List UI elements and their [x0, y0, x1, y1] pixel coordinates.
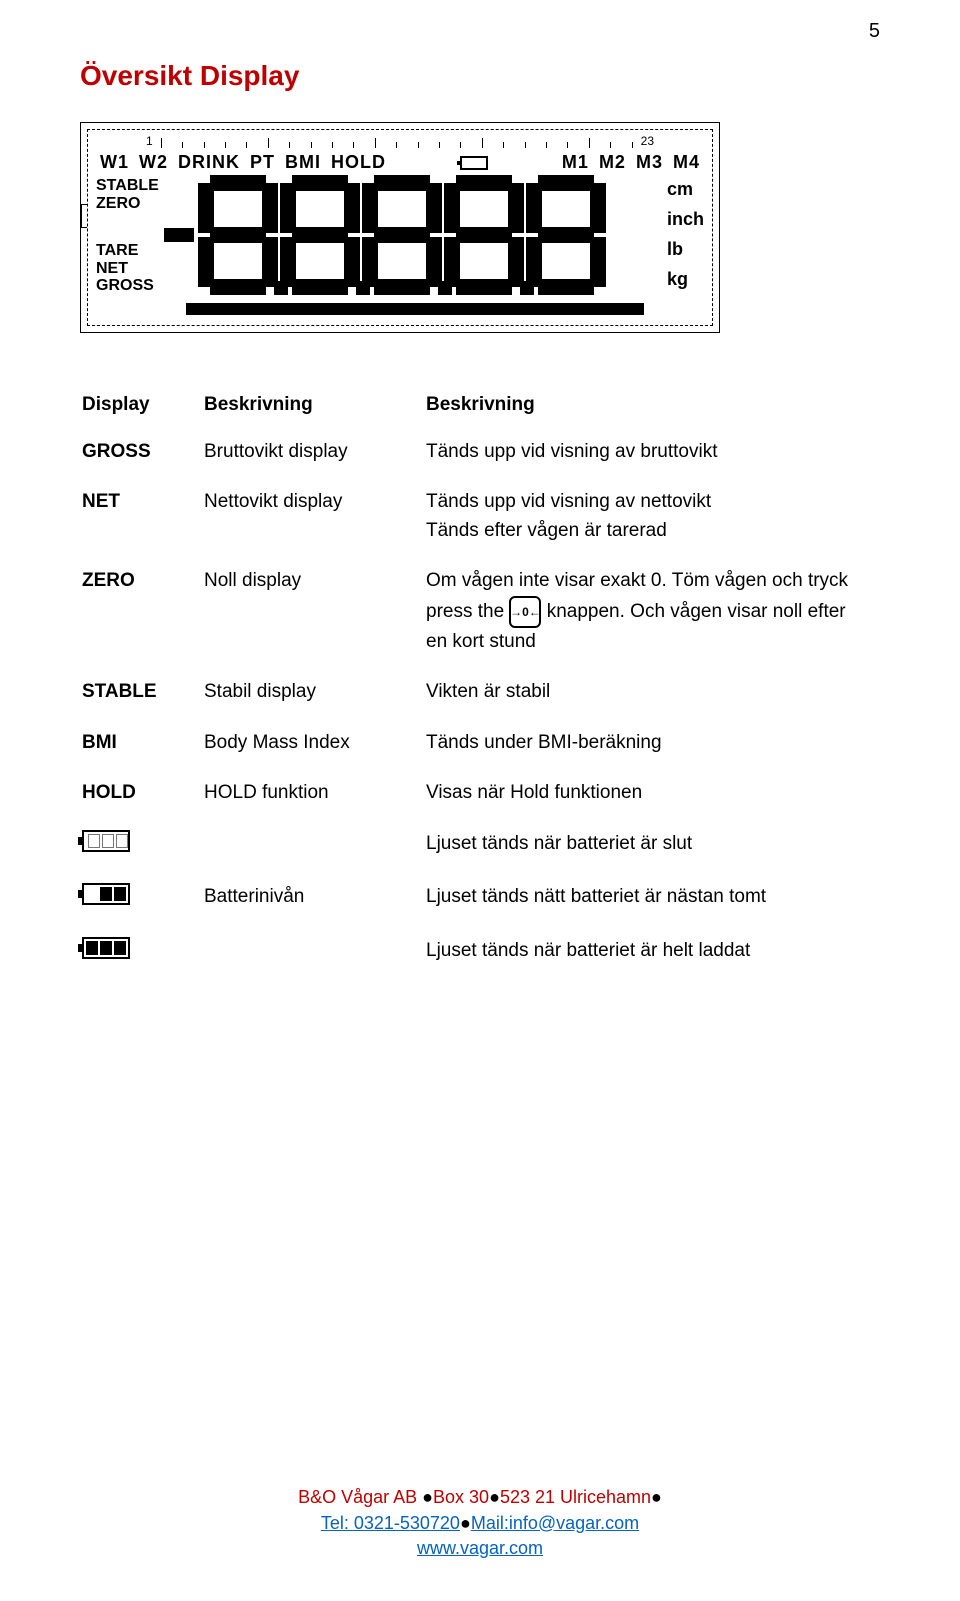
page-number: 5: [869, 20, 880, 43]
battery-half-icon: [82, 873, 202, 925]
row-name: Batterinivån: [204, 873, 424, 925]
header-beskrivning1: Beskrivning: [204, 385, 424, 426]
lcd-ind-m4: M4: [673, 152, 700, 173]
lcd-ind-hold: HOLD: [331, 152, 386, 173]
ruler-start: 1: [146, 134, 153, 148]
footer: B&O Vågar AB ●Box 30●523 21 Ulricehamn● …: [0, 1485, 960, 1561]
row-name: Noll display: [204, 557, 424, 666]
table-header: Display Beskrivning Beskrivning: [82, 385, 878, 426]
row-name: Stabil display: [204, 668, 424, 717]
row-desc: Tänds under BMI-beräkning: [426, 719, 878, 768]
table-row: STABLE Stabil display Vikten är stabil: [82, 668, 878, 717]
row-name: [204, 927, 424, 979]
footer-tel: Tel: 0321-530720: [321, 1513, 460, 1533]
row-key: BMI: [82, 719, 202, 768]
unit-kg: kg: [667, 269, 704, 291]
lcd-top-left: W1 W2 DRINK PT BMI HOLD: [100, 152, 386, 173]
lcd-ind-w1: W1: [100, 152, 129, 173]
row-name: Body Mass Index: [204, 719, 424, 768]
footer-box: Box 30: [433, 1487, 489, 1507]
row-key: NET: [82, 478, 202, 555]
lcd-top-right: M1 M2 M3 M4: [562, 152, 700, 173]
lcd-gross: GROSS: [96, 277, 164, 295]
table-row: Ljuset tänds när batteriet är helt ladda…: [82, 927, 878, 979]
table-row: NET Nettovikt display Tänds upp vid visn…: [82, 478, 878, 555]
row-key: HOLD: [82, 769, 202, 818]
battery-full-icon: [82, 927, 202, 979]
row-desc: Ljuset tänds när batteriet är helt ladda…: [426, 927, 878, 979]
lcd-ind-w2: W2: [139, 152, 168, 173]
row-name: [204, 820, 424, 872]
lcd-display: 1 23 W1 W2 DRINK PT BMI HOLD M1 M: [80, 122, 720, 333]
unit-cm: cm: [667, 179, 704, 201]
page-title: Översikt Display: [80, 60, 880, 92]
table-row: HOLD HOLD funktion Visas när Hold funkti…: [82, 769, 878, 818]
battery-icon: [460, 156, 488, 170]
lcd-notch: [81, 204, 87, 228]
lcd-zero: ZERO: [96, 195, 164, 213]
lcd-digits: [164, 175, 657, 295]
row-desc: Tänds upp vid visning av bruttovikt: [426, 428, 878, 477]
row-name: HOLD funktion: [204, 769, 424, 818]
table-row: Ljuset tänds när batteriet är slut: [82, 820, 878, 872]
lcd-units: cm inch lb kg: [657, 175, 704, 295]
row-key: GROSS: [82, 428, 202, 477]
row-desc: Vikten är stabil: [426, 668, 878, 717]
footer-company: B&O Vågar AB: [298, 1487, 422, 1507]
lcd-ind-m2: M2: [599, 152, 626, 173]
header-display: Display: [82, 385, 202, 426]
footer-web: www.vagar.com: [0, 1536, 960, 1561]
unit-lb: lb: [667, 239, 704, 261]
footer-city: 523 21 Ulricehamn: [500, 1487, 651, 1507]
row-desc: Ljuset tänds när batteriet är slut: [426, 820, 878, 872]
lcd-ind-m1: M1: [562, 152, 589, 173]
battery-empty-icon: [82, 820, 202, 872]
lcd-ind-m3: M3: [636, 152, 663, 173]
header-beskrivning2: Beskrivning: [426, 385, 878, 426]
ruler-end: 23: [641, 134, 654, 148]
lcd-stable: STABLE: [96, 177, 164, 195]
row-key: STABLE: [82, 668, 202, 717]
lcd-net: NET: [96, 260, 164, 278]
row-desc: Visas när Hold funktionen: [426, 769, 878, 818]
table-row: BMI Body Mass Index Tänds under BMI-berä…: [82, 719, 878, 768]
lcd-ruler: 1 23: [96, 134, 704, 148]
row-key: ZERO: [82, 557, 202, 666]
table-row: GROSS Bruttovikt display Tänds upp vid v…: [82, 428, 878, 477]
table-row: ZERO Noll display Om vågen inte visar ex…: [82, 557, 878, 666]
unit-inch: inch: [667, 209, 704, 231]
lcd-tare: TARE: [96, 242, 164, 260]
table-row: Batterinivån Ljuset tänds nätt batteriet…: [82, 873, 878, 925]
row-desc: Ljuset tänds nätt batteriet är nästan to…: [426, 873, 878, 925]
lcd-ind-bmi: BMI: [285, 152, 321, 173]
description-table: Display Beskrivning Beskrivning GROSS Br…: [80, 383, 880, 980]
footer-mail: Mail:info@vagar.com: [471, 1513, 639, 1533]
row-name: Bruttovikt display: [204, 428, 424, 477]
row-desc: Tänds upp vid visning av nettovikt Tänds…: [426, 478, 878, 555]
row-desc: Om vågen inte visar exakt 0. Töm vågen o…: [426, 557, 878, 666]
row-name: Nettovikt display: [204, 478, 424, 555]
lcd-progress-bar: [186, 303, 644, 315]
lcd-ind-drink: DRINK: [178, 152, 240, 173]
lcd-ind-pt: PT: [250, 152, 275, 173]
zero-button-icon: →0←: [509, 596, 541, 628]
